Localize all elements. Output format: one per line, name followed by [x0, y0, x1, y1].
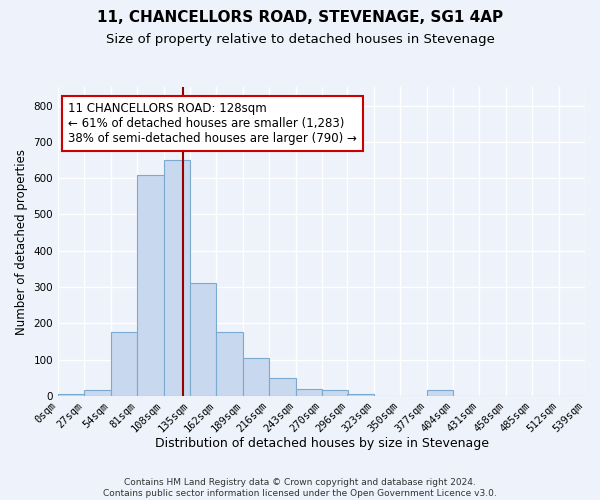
- Bar: [85, 390, 111, 396]
- Bar: [427, 390, 453, 396]
- Bar: [347, 394, 374, 396]
- Bar: [111, 332, 137, 396]
- Bar: [269, 378, 296, 396]
- Text: Contains HM Land Registry data © Crown copyright and database right 2024.
Contai: Contains HM Land Registry data © Crown c…: [103, 478, 497, 498]
- X-axis label: Distribution of detached houses by size in Stevenage: Distribution of detached houses by size …: [155, 437, 488, 450]
- Bar: [322, 390, 349, 396]
- Y-axis label: Number of detached properties: Number of detached properties: [15, 148, 28, 334]
- Bar: [58, 394, 85, 396]
- Bar: [190, 284, 217, 396]
- Bar: [296, 389, 322, 396]
- Bar: [243, 358, 269, 396]
- Text: 11 CHANCELLORS ROAD: 128sqm
← 61% of detached houses are smaller (1,283)
38% of : 11 CHANCELLORS ROAD: 128sqm ← 61% of det…: [68, 102, 356, 145]
- Bar: [164, 160, 190, 396]
- Bar: [137, 174, 164, 396]
- Bar: [217, 332, 243, 396]
- Text: 11, CHANCELLORS ROAD, STEVENAGE, SG1 4AP: 11, CHANCELLORS ROAD, STEVENAGE, SG1 4AP: [97, 10, 503, 25]
- Text: Size of property relative to detached houses in Stevenage: Size of property relative to detached ho…: [106, 32, 494, 46]
